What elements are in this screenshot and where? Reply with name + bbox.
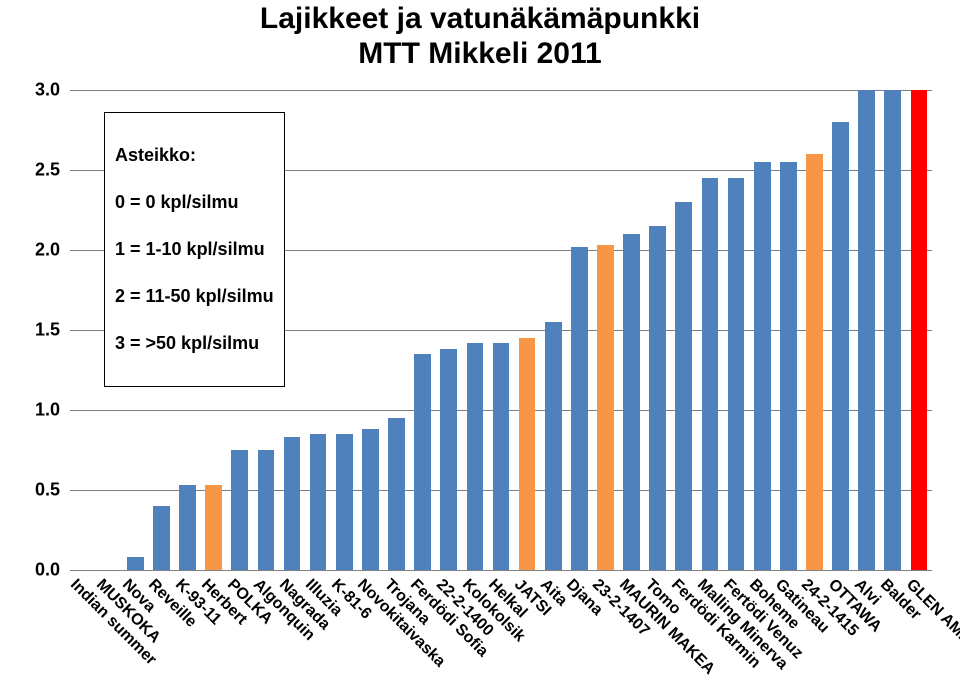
bar [362, 429, 379, 570]
y-tick-label: 0.0 [10, 560, 60, 581]
bar [310, 434, 327, 570]
bar [571, 247, 588, 570]
bar [388, 418, 405, 570]
grid-line [70, 570, 932, 571]
bar [231, 450, 248, 570]
bar [545, 322, 562, 570]
bar [153, 506, 170, 570]
bar [832, 122, 849, 570]
bar [336, 434, 353, 570]
bar [127, 557, 144, 570]
bar [728, 178, 745, 570]
legend-title: Asteikko: [115, 144, 274, 167]
y-tick-label: 1.0 [10, 400, 60, 421]
chart-title: Lajikkeet ja vatunäkämäpunkki MTT Mikkel… [0, 2, 960, 71]
chart-stage: { "chart": { "type": "bar", "title": "La… [0, 0, 960, 689]
bar [702, 178, 719, 570]
bar [205, 485, 222, 570]
legend-line-2: 2 = 11-50 kpl/silmu [115, 285, 274, 308]
bar [911, 90, 928, 570]
bar [519, 338, 536, 570]
y-tick-label: 2.5 [10, 160, 60, 181]
bar [623, 234, 640, 570]
bar [467, 343, 484, 570]
bar [754, 162, 771, 570]
y-tick-label: 0.5 [10, 480, 60, 501]
bar [284, 437, 301, 570]
legend-box: Asteikko: 0 = 0 kpl/silmu 1 = 1-10 kpl/s… [104, 112, 285, 387]
legend-line-3: 3 = >50 kpl/silmu [115, 332, 274, 355]
bar [493, 343, 510, 570]
bar [884, 90, 901, 570]
bar [597, 245, 614, 570]
bar [780, 162, 797, 570]
y-tick-label: 3.0 [10, 80, 60, 101]
bar [440, 349, 457, 570]
y-tick-label: 2.0 [10, 240, 60, 261]
bar [414, 354, 431, 570]
bar [179, 485, 196, 570]
bar [675, 202, 692, 570]
bar [806, 154, 823, 570]
bar [258, 450, 275, 570]
bar [858, 90, 875, 570]
y-tick-label: 1.5 [10, 320, 60, 341]
legend-line-1: 1 = 1-10 kpl/silmu [115, 238, 274, 261]
legend-line-0: 0 = 0 kpl/silmu [115, 191, 274, 214]
bar [649, 226, 666, 570]
